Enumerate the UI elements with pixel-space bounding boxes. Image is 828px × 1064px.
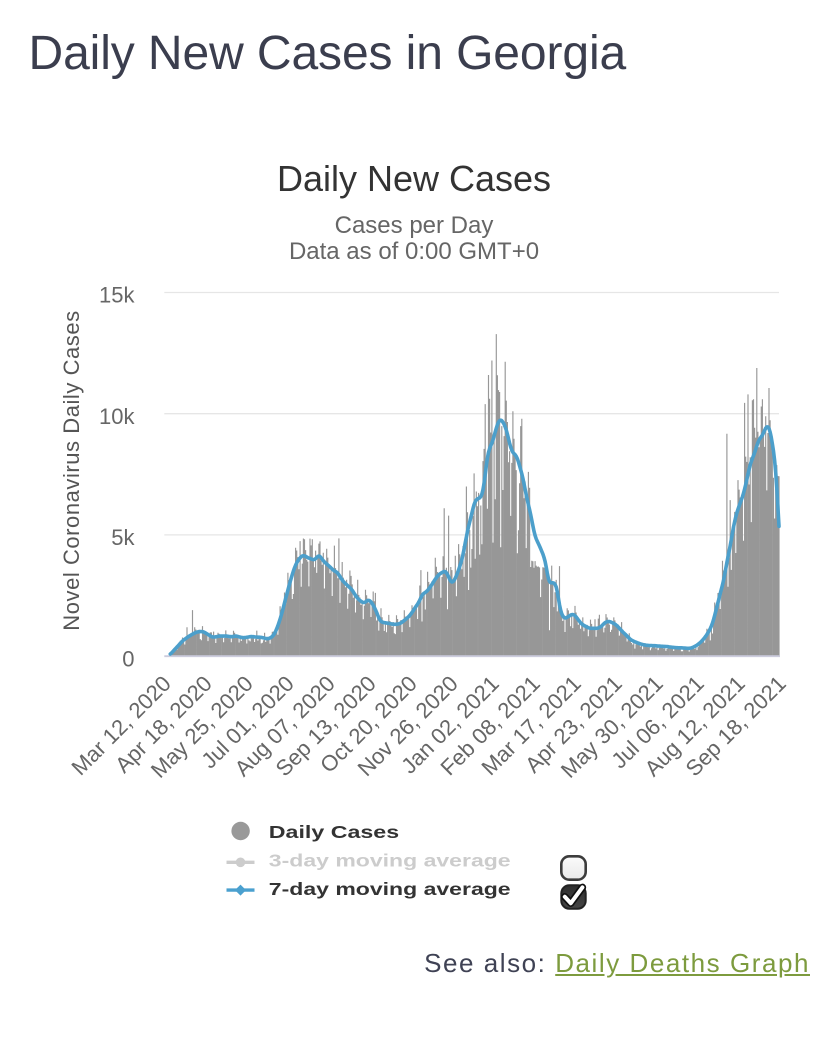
svg-text:10k: 10k [99,404,135,429]
svg-text:3-day moving average: 3-day moving average [269,851,511,871]
svg-text:15k: 15k [99,283,135,308]
svg-text:Novel Coronavirus Daily Cases: Novel Coronavirus Daily Cases [59,310,84,630]
svg-text:0: 0 [122,646,134,671]
svg-text:Daily Cases: Daily Cases [269,822,399,842]
svg-text:5k: 5k [111,525,135,550]
svg-text:7-day moving average: 7-day moving average [269,879,511,899]
